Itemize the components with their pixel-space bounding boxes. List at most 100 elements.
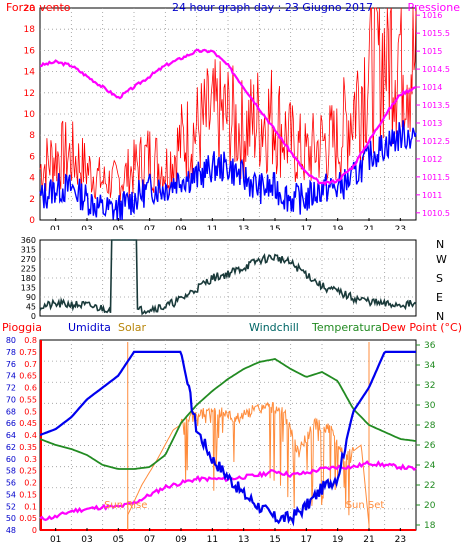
sunset-annotation: Sun Set bbox=[346, 500, 385, 511]
dewpoint-legend: Dew Point (°C) bbox=[382, 321, 462, 334]
rain-axis-tick: 0.6 bbox=[24, 384, 37, 393]
wind-pressure-x-tick-label: 19 bbox=[332, 225, 344, 230]
pressure-axis-tick: 1015 bbox=[422, 47, 442, 56]
rain-axis-tick: 0.65 bbox=[19, 372, 37, 381]
temperature-humidity-x-tick-label: 07 bbox=[144, 535, 155, 545]
rain-axis-ticks: 0 0.05 0.1 0.15 0.2 0.25 0.3 0.35 0.4 0.45 0.5 0.55… bbox=[19, 336, 37, 535]
humidity-axis-tick: 68 bbox=[6, 407, 16, 416]
humidity-axis-tick: 74 bbox=[6, 372, 16, 381]
wind-pressure-x-ticks: 01 03 05 07 09 11 13 15 17 19 21 23 bbox=[50, 218, 406, 230]
wind-axis-tick: 0 bbox=[29, 216, 35, 226]
wind-axis-tick: 4 bbox=[29, 174, 35, 184]
rain-axis-tick: 0.5 bbox=[24, 407, 37, 416]
wind-pressure-x-tick-label: 13 bbox=[238, 225, 249, 230]
rain-axis-tick: 0.7 bbox=[24, 360, 37, 369]
humidity-axis-tick: 70 bbox=[6, 395, 16, 404]
rain-axis-tick: 0.55 bbox=[19, 395, 37, 404]
wind-direction-degree-tick: 0 bbox=[31, 312, 36, 321]
pressure-axis-tick: 1012.5 bbox=[422, 137, 450, 146]
humidity-line bbox=[39, 350, 416, 527]
humidity-legend: Umidita bbox=[68, 321, 111, 334]
gust-line bbox=[39, 7, 417, 203]
temperature-axis-tick: 18 bbox=[424, 521, 436, 531]
temperature-humidity-x-tick-label: 01 bbox=[50, 535, 61, 545]
rain-legend: Pioggia bbox=[2, 321, 42, 334]
wind-axis-tick: 20 bbox=[24, 4, 36, 14]
wind-direction-degree-tick: 90 bbox=[26, 293, 36, 302]
pressure-axis-tick: 1013 bbox=[422, 119, 442, 128]
wind-pressure-x-tick-label: 15 bbox=[269, 225, 280, 230]
humidity-axis-tick: 72 bbox=[6, 384, 16, 393]
temperature-humidity-x-tick-label: 11 bbox=[207, 535, 218, 545]
wind-axis-tick: 18 bbox=[24, 25, 36, 35]
wind-pressure-x-tick-label: 11 bbox=[207, 225, 218, 230]
wind-pressure-x-tick-label: 01 bbox=[50, 225, 61, 230]
rain-axis-tick: 0.75 bbox=[19, 348, 37, 357]
pressure-axis-tick: 1014 bbox=[422, 83, 442, 92]
temperature-line bbox=[39, 358, 417, 470]
wind-axis-label: Forza vento bbox=[6, 1, 71, 14]
rain-axis-tick: 0.4 bbox=[24, 431, 37, 440]
humidity-axis-tick: 64 bbox=[6, 431, 16, 440]
temperature-humidity-chart: Pioggia Umidita Solar Windchill Temperat… bbox=[2, 321, 462, 545]
temperature-humidity-x-tick-label: 05 bbox=[113, 535, 124, 545]
rain-axis-tick: 0.15 bbox=[19, 490, 37, 499]
pressure-axis-tick: 1011 bbox=[422, 191, 442, 200]
wind-axis-tick: 10 bbox=[24, 110, 36, 120]
wind-direction-degree-tick: 180 bbox=[21, 274, 36, 283]
humidity-axis-ticks: 48 50 52 54 56 58 60 62 64 66 68 70 72 74 76 78 80 bbox=[6, 336, 16, 535]
pressure-axis-label: Pressione bbox=[408, 1, 461, 14]
pressure-axis-tick: 1013.5 bbox=[422, 101, 450, 110]
solar-line bbox=[127, 401, 370, 529]
wind-direction-line bbox=[39, 239, 417, 316]
rain-axis-tick: 0.2 bbox=[24, 479, 37, 488]
pressure-axis-tick: 1014.5 bbox=[422, 65, 450, 74]
wind-axis-tick: 2 bbox=[29, 195, 35, 205]
wind-pressure-series bbox=[39, 7, 417, 221]
pressure-axis-ticks: 1010.5 1011 1011.5 1012 1012.5 1013 1013.5 1014… bbox=[416, 11, 450, 218]
rain-axis-tick: 0 bbox=[32, 526, 37, 535]
wind-pressure-x-tick-label: 21 bbox=[363, 225, 374, 230]
rain-axis-tick: 0.45 bbox=[19, 419, 37, 428]
temperature-legend: Temperatura bbox=[311, 321, 382, 334]
temperature-axis-ticks: 18 20 22 24 26 28 30 32 34 36 bbox=[416, 341, 436, 531]
temperature-humidity-series bbox=[39, 340, 417, 531]
wind-pressure-x-tick-label: 05 bbox=[113, 225, 124, 230]
pressure-line bbox=[39, 48, 417, 187]
rain-axis-tick: 0.3 bbox=[24, 455, 37, 464]
humidity-axis-tick: 58 bbox=[6, 467, 16, 476]
windchill-legend: Windchill bbox=[249, 321, 299, 334]
temperature-axis-tick: 22 bbox=[424, 481, 435, 491]
temperature-axis-tick: 20 bbox=[424, 501, 436, 511]
wind-direction-degree-tick: 45 bbox=[26, 303, 36, 312]
rain-axis-tick: 0.05 bbox=[19, 514, 37, 523]
humidity-axis-tick: 56 bbox=[6, 479, 16, 488]
temperature-humidity-x-tick-label: 09 bbox=[175, 535, 187, 545]
humidity-axis-tick: 62 bbox=[6, 443, 16, 452]
rain-axis-tick: 0.25 bbox=[19, 467, 37, 476]
temperature-humidity-x-tick-label: 13 bbox=[238, 535, 249, 545]
temperature-humidity-x-tick-label: 19 bbox=[332, 535, 344, 545]
humidity-axis-tick: 54 bbox=[6, 490, 16, 499]
temperature-axis-tick: 26 bbox=[424, 441, 436, 451]
rain-axis-tick: 0.35 bbox=[19, 443, 37, 452]
wind-direction-degree-tick: 135 bbox=[21, 284, 36, 293]
temperature-humidity-grid bbox=[40, 340, 416, 530]
humidity-axis-tick: 66 bbox=[6, 419, 16, 428]
humidity-axis-tick: 76 bbox=[6, 360, 16, 369]
wind-direction-degree-tick: 360 bbox=[21, 236, 36, 245]
rain-axis-tick: 0.1 bbox=[24, 502, 37, 511]
wind-axis-tick: 14 bbox=[24, 68, 36, 78]
temperature-humidity-plot-area bbox=[39, 339, 417, 531]
humidity-axis-tick: 60 bbox=[6, 455, 16, 464]
wind-pressure-x-tick-label: 09 bbox=[175, 225, 187, 230]
wind-direction-degree-tick: 315 bbox=[21, 246, 36, 255]
temperature-axis-tick: 36 bbox=[424, 341, 436, 351]
pressure-axis-tick: 1011.5 bbox=[422, 173, 450, 182]
wind-pressure-x-tick-label: 23 bbox=[395, 225, 406, 230]
wind-pressure-title: 24 hour graph day : 23 Giugno 2017 bbox=[172, 1, 373, 14]
wind-axis-tick: 6 bbox=[29, 152, 35, 162]
temperature-axis-tick: 24 bbox=[424, 461, 436, 471]
